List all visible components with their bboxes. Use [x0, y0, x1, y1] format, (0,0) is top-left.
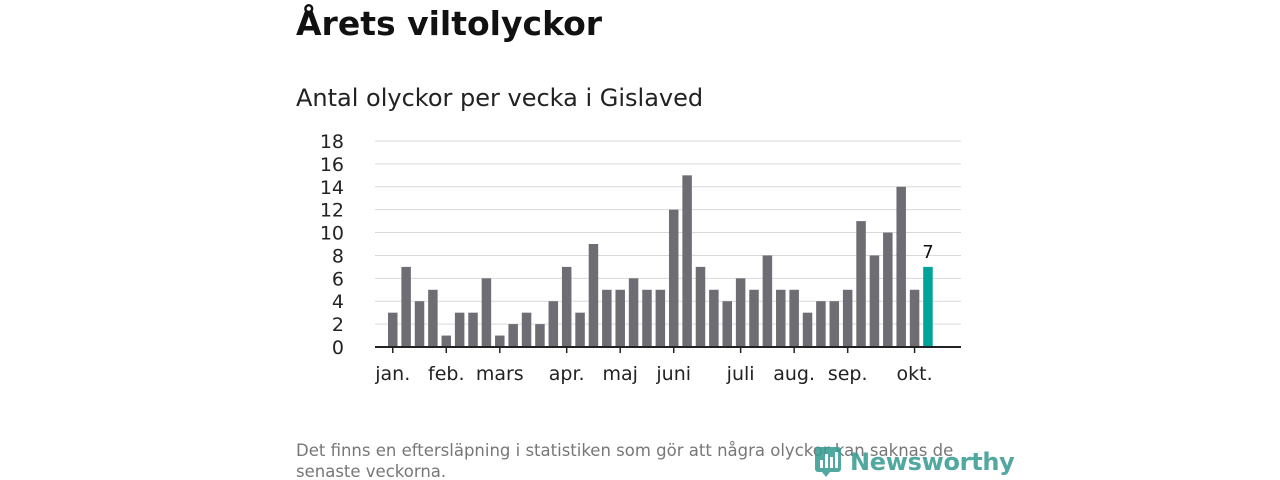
bar — [869, 255, 880, 347]
bar — [735, 278, 746, 347]
footnote: Det finns en eftersläpning i statistiken… — [296, 441, 954, 480]
y-tick-label: 2 — [332, 314, 344, 336]
bar — [401, 266, 411, 347]
newsworthy-brand: Newsworthy — [814, 446, 1015, 478]
bar — [762, 255, 773, 347]
bar — [575, 312, 585, 347]
bar — [414, 301, 425, 347]
newsworthy-logo-icon — [815, 447, 841, 477]
bar — [709, 289, 719, 347]
bar — [388, 312, 398, 347]
y-tick-label: 4 — [332, 291, 344, 313]
x-tick-label: juni — [655, 363, 691, 385]
bar — [682, 175, 692, 347]
bar — [602, 289, 612, 347]
bar — [655, 289, 666, 347]
y-tick-label: 8 — [332, 245, 344, 267]
x-tick-label: apr. — [549, 363, 585, 385]
y-tick-label: 6 — [332, 268, 344, 290]
page-title: Årets viltolyckor — [296, 4, 603, 43]
bar — [909, 289, 920, 347]
bar — [642, 289, 652, 347]
bar — [829, 301, 840, 347]
bar — [776, 289, 786, 347]
x-tick-label: mars — [476, 363, 524, 385]
bar — [883, 232, 893, 347]
bar — [548, 301, 559, 347]
bar — [521, 312, 532, 347]
bar — [628, 278, 639, 347]
bar — [802, 312, 813, 347]
bar — [428, 289, 438, 347]
bar — [896, 186, 906, 347]
bar — [695, 266, 706, 347]
y-tick-label: 14 — [320, 177, 344, 199]
y-tick-label: 16 — [320, 154, 344, 176]
bar — [468, 312, 478, 347]
bar — [481, 278, 492, 347]
bar — [668, 209, 679, 347]
x-tick-label: feb. — [428, 363, 464, 385]
y-tick-label: 10 — [320, 223, 344, 245]
bar — [789, 289, 799, 347]
x-tick-label: aug. — [773, 363, 815, 385]
bar — [561, 266, 572, 347]
bar — [749, 289, 759, 347]
bar — [842, 289, 853, 347]
x-tick-label: jan. — [374, 363, 410, 385]
data-label: 7 — [922, 242, 933, 263]
bar — [816, 301, 826, 347]
bar — [454, 312, 465, 347]
x-tick-label: sep. — [828, 363, 868, 385]
bar — [441, 335, 452, 347]
x-tick-label: maj — [602, 363, 637, 385]
bar — [856, 221, 866, 347]
y-tick-label: 12 — [320, 200, 344, 222]
bar-highlight — [923, 266, 933, 347]
y-tick-label: 0 — [332, 337, 344, 359]
chart-subtitle: Antal olyckor per vecka i Gislaved — [296, 84, 704, 112]
bar — [615, 289, 625, 347]
bar — [508, 324, 518, 347]
bar — [535, 324, 545, 347]
brand-name: Newsworthy — [850, 448, 1015, 476]
bar — [495, 335, 505, 347]
x-tick-label: okt. — [897, 363, 933, 385]
bar — [722, 301, 732, 347]
x-tick-label: juli — [726, 363, 755, 385]
y-tick-label: 18 — [320, 131, 344, 153]
bar — [588, 244, 599, 347]
